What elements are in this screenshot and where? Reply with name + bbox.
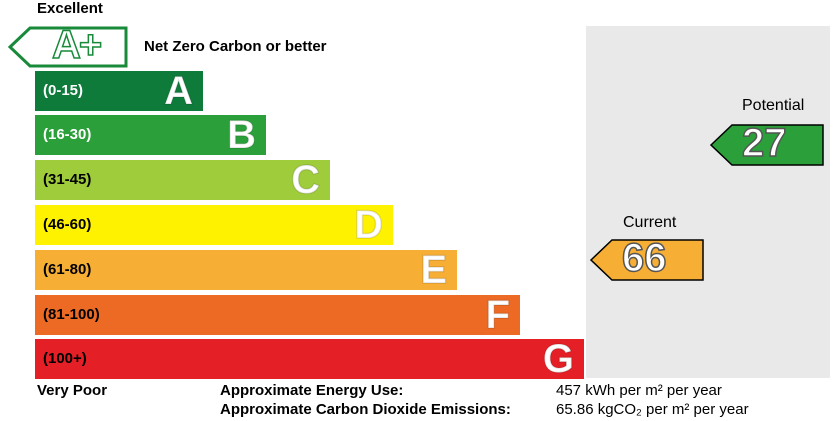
bottom-label: Very Poor bbox=[37, 382, 108, 399]
band-range: (46-60) bbox=[43, 216, 92, 233]
aplus-caption: Net Zero Carbon or better bbox=[144, 38, 327, 55]
potential-title: Potential bbox=[742, 97, 805, 114]
band-letter: D bbox=[353, 202, 383, 248]
co2-label: Approximate Carbon Dioxide Emissions: bbox=[220, 401, 511, 418]
potential-arrow-shape bbox=[710, 124, 824, 166]
band-range: (81-100) bbox=[43, 306, 100, 323]
energy-use-value: 457 kWh per m² per year bbox=[556, 382, 722, 399]
aplus-letter: A+ bbox=[51, 22, 103, 68]
band-range: (100+) bbox=[43, 350, 87, 367]
band-letter: F bbox=[485, 292, 511, 338]
band-letter: B bbox=[226, 112, 256, 158]
aplus-arrow: A+ bbox=[8, 22, 128, 68]
band-f: (81-100) F bbox=[35, 292, 520, 338]
band-range: (0-15) bbox=[43, 82, 84, 99]
current-arrow: 66 bbox=[590, 235, 704, 281]
potential-arrow: 27 bbox=[710, 120, 824, 166]
band-range: (61-80) bbox=[43, 261, 92, 278]
band-g: (100+) G bbox=[35, 336, 584, 382]
co2-value: 65.86 kgCO₂ per m² per year bbox=[556, 401, 749, 418]
band-range: (16-30) bbox=[43, 126, 92, 143]
rating-panel bbox=[586, 26, 830, 378]
aplus-arrow-shape bbox=[8, 26, 128, 68]
band-letter: A bbox=[163, 68, 193, 114]
current-arrow-shape bbox=[590, 239, 704, 281]
band-c: (31-45) C bbox=[35, 157, 330, 203]
current-title: Current bbox=[623, 214, 677, 231]
potential-value: 27 bbox=[741, 120, 787, 166]
band-d: (46-60) D bbox=[35, 202, 393, 248]
top-label: Excellent bbox=[37, 0, 103, 17]
band-e: (61-80) E bbox=[35, 247, 457, 293]
energy-use-label: Approximate Energy Use: bbox=[220, 382, 404, 399]
band-a: (0-15) A bbox=[35, 68, 203, 114]
current-value: 66 bbox=[621, 235, 667, 281]
band-letter: C bbox=[290, 157, 320, 203]
band-letter: G bbox=[542, 336, 575, 382]
band-letter: E bbox=[420, 247, 448, 293]
band-range: (31-45) bbox=[43, 171, 92, 188]
band-b: (16-30) B bbox=[35, 112, 266, 158]
